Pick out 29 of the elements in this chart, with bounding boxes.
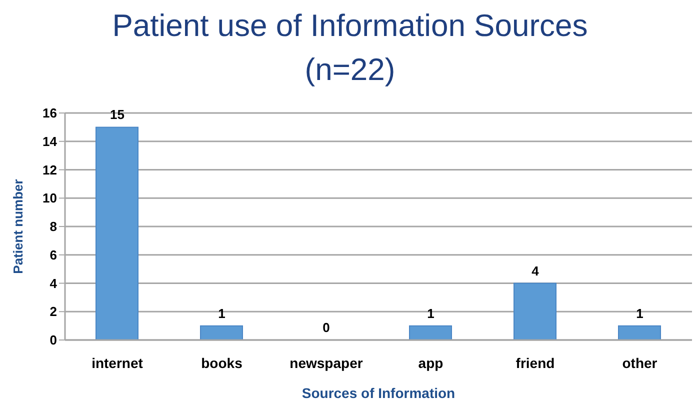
y-tick-label: 14 [42, 134, 58, 149]
data-label: 1 [427, 306, 434, 321]
x-tick-label: newspaper [290, 354, 364, 371]
y-tick-label: 4 [50, 276, 58, 291]
x-tick-label: books [201, 354, 243, 371]
bar [200, 325, 243, 340]
x-tick-label: internet [92, 354, 144, 371]
x-tick-label: app [418, 354, 444, 371]
x-axis-title: Sources of Information [302, 385, 456, 401]
bar [409, 325, 452, 340]
y-tick-label: 2 [50, 304, 57, 320]
y-axis-title: Patient number [10, 179, 26, 274]
y-tick-label: 6 [50, 247, 57, 262]
data-label: 4 [532, 263, 540, 278]
chart-title: Patient use of Information Sources (n=22) [111, 7, 589, 89]
data-label: 0 [322, 320, 330, 335]
y-tick-label: 16 [42, 106, 57, 121]
y-tick-label: 8 [50, 219, 57, 234]
x-tick-label: other [622, 354, 658, 371]
bar [514, 282, 556, 340]
data-label: 1 [636, 306, 644, 321]
y-tick-label: 0 [50, 332, 57, 348]
data-label: 15 [110, 107, 124, 122]
y-tick-label: 10 [42, 190, 57, 206]
x-tick-label: friend [516, 354, 555, 371]
bar [618, 325, 661, 340]
data-label: 1 [218, 306, 226, 321]
y-tick-label: 12 [42, 162, 57, 178]
bar [96, 126, 138, 340]
